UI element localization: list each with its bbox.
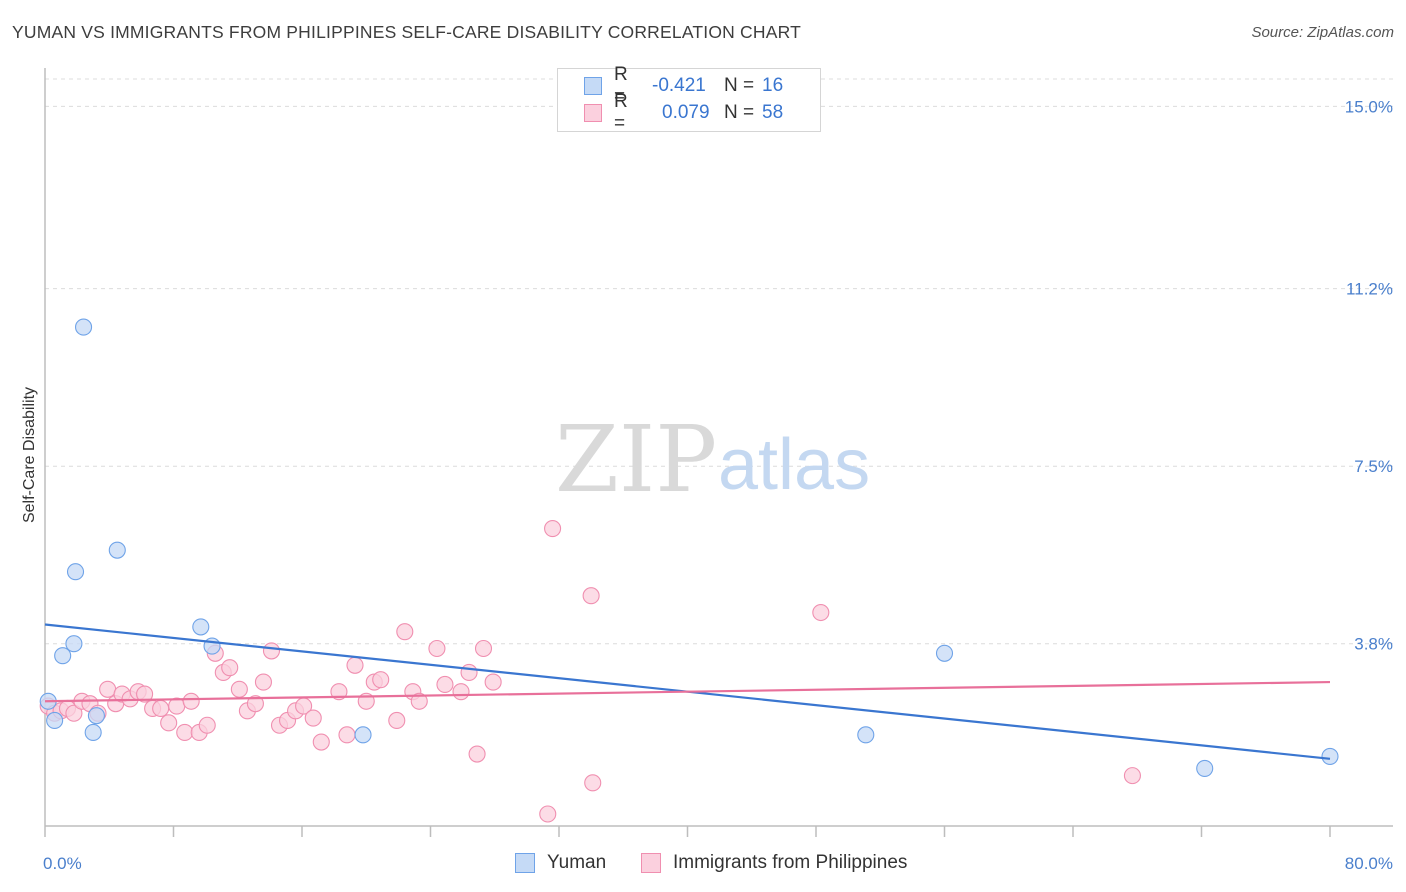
r-value: -0.421	[652, 75, 706, 96]
yuman-point	[1321, 747, 1339, 765]
philippines-point	[312, 733, 330, 751]
philippines-point	[372, 671, 390, 689]
series-yuman-points	[39, 318, 1339, 777]
n-value: 16	[762, 75, 784, 96]
yuman-point	[87, 707, 105, 725]
yuman-point	[46, 711, 64, 730]
philippines-point	[246, 695, 264, 713]
philippines-point	[136, 685, 154, 703]
philippines-point	[410, 692, 428, 710]
y-tick-labels: 3.8% 7.5% 11.2% 15.0%	[1345, 97, 1393, 653]
philippines-point	[388, 711, 406, 730]
yuman-point	[857, 726, 875, 744]
yuman-point	[1196, 759, 1214, 777]
legend-item-philippines: Immigrants from Philippines	[641, 852, 907, 874]
chart-source: Source: ZipAtlas.com	[1251, 24, 1394, 41]
philippines-point	[484, 673, 502, 691]
philippines-point	[584, 774, 602, 792]
yuman-point	[108, 541, 126, 559]
philippines-point	[65, 704, 83, 722]
philippines-swatch	[641, 853, 661, 873]
philippines-point	[436, 675, 454, 694]
philippines-point	[468, 745, 486, 763]
watermark-zip: ZIP	[555, 406, 717, 513]
philippines-point	[582, 587, 600, 605]
r-value: 0.079	[662, 102, 710, 123]
watermark: ZIP atlas	[555, 406, 870, 513]
legend-row-yuman: R = -0.421 N = 16	[584, 64, 784, 107]
philippines-point	[544, 520, 562, 538]
yuman-swatch	[515, 853, 535, 873]
yuman-point	[54, 647, 72, 665]
y-axis-title: Self-Care Disability	[21, 387, 38, 523]
stats-legend: R = -0.421 N = 16 R = 0.079 N = 58	[557, 64, 821, 134]
philippines-point	[254, 673, 273, 691]
philippines-point	[152, 699, 170, 718]
philippines-point	[160, 714, 178, 732]
philippines-point	[262, 642, 281, 660]
r-label: R =	[614, 64, 628, 107]
philippines-point	[176, 723, 194, 741]
y-tick-label: 3.8%	[1354, 635, 1393, 654]
philippines-swatch	[584, 104, 602, 122]
y-tick-label: 11.2%	[1346, 280, 1393, 299]
legend-label-philippines: Immigrants from Philippines	[673, 852, 908, 873]
trend-lines	[44, 623, 1331, 760]
grid-lines	[45, 78, 1393, 645]
r-label: R =	[614, 91, 628, 134]
legend-label-yuman: Yuman	[547, 852, 607, 873]
n-label: N =	[724, 102, 755, 123]
philippines-point	[221, 659, 239, 677]
philippines-point	[338, 726, 356, 744]
series-philippines-points	[39, 520, 1141, 823]
chart-title: YUMAN VS IMMIGRANTS FROM PHILIPPINES SEL…	[12, 22, 802, 42]
yuman-point	[354, 726, 372, 744]
philippines-point	[539, 805, 557, 823]
philippines-point	[452, 683, 470, 701]
x-tick-labels: 0.0% 80.0%	[43, 854, 1393, 873]
n-label: N =	[724, 75, 755, 96]
philippines-point	[812, 603, 830, 622]
yuman-point	[192, 618, 210, 636]
yuman-point	[65, 635, 83, 653]
yuman-point	[84, 723, 102, 741]
philippines-point	[396, 623, 414, 641]
philippines-point	[474, 639, 493, 658]
n-value: 58	[762, 102, 784, 123]
philippines-point	[230, 680, 248, 698]
yuman-point	[935, 644, 954, 662]
philippines-point	[1123, 767, 1141, 785]
y-tick-label: 7.5%	[1354, 457, 1393, 476]
philippines-point	[428, 639, 446, 658]
philippines-point	[460, 663, 478, 682]
bottom-legend: Yuman Immigrants from Philippines	[0, 852, 1406, 878]
watermark-atlas: atlas	[718, 425, 870, 505]
x-tick-label: 80.0%	[1345, 854, 1393, 873]
yuman-point	[66, 563, 85, 581]
philippines-point	[182, 692, 200, 710]
x-tick-label: 0.0%	[43, 854, 82, 873]
legend-row-philippines: R = 0.079 N = 58	[584, 91, 784, 134]
y-tick-label: 15.0%	[1345, 97, 1393, 116]
philippines-point	[304, 709, 322, 727]
philippines-point	[198, 716, 216, 734]
yuman-point	[75, 318, 93, 336]
philippines-trend-line	[44, 680, 1331, 703]
philippines-point	[346, 656, 364, 674]
legend-item-yuman: Yuman	[515, 852, 606, 874]
philippines-point	[330, 683, 348, 701]
yuman-swatch	[584, 77, 602, 95]
philippines-point	[99, 680, 117, 698]
